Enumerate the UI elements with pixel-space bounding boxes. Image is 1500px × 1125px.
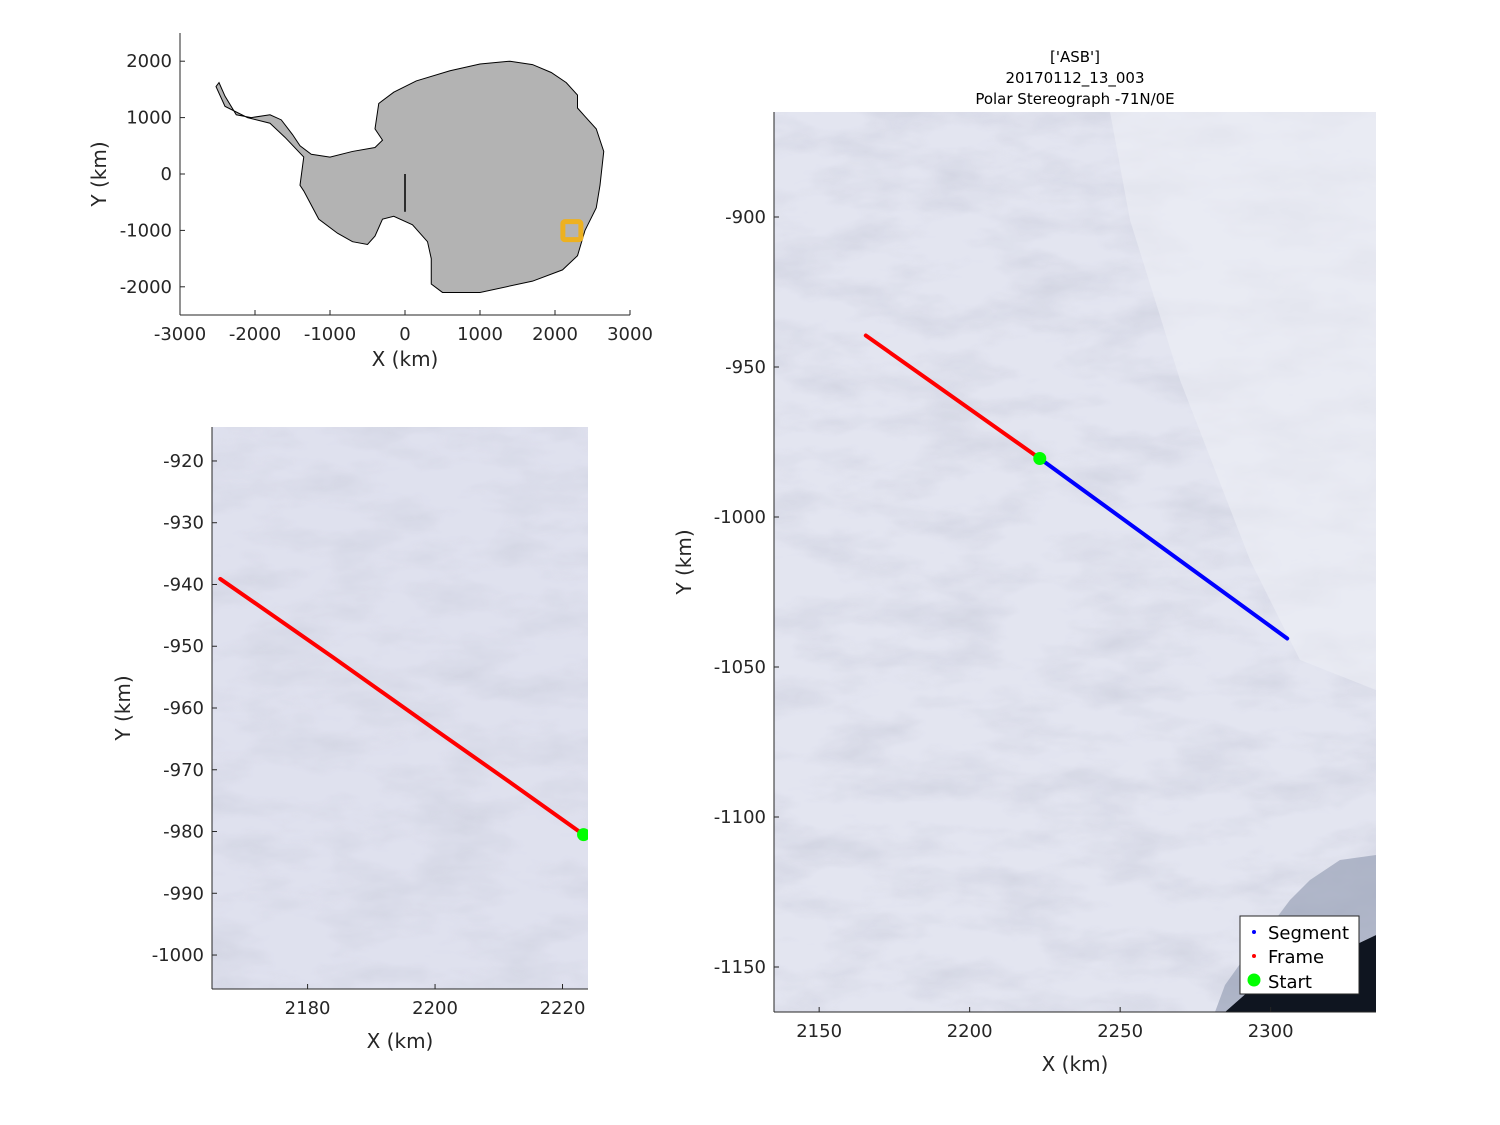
frame-zoom-ytick-label: -940 [163,574,204,595]
segment-map-ytick-label: -1150 [714,957,766,978]
frame-zoom-ytick-label: -960 [163,698,204,719]
frame-zoom-ytick-label: -980 [163,822,204,843]
antarctica-landmass [215,60,605,293]
segment-map-xtick-label: 2250 [1097,1021,1143,1042]
figure-title: ['ASB'] 20170112_13_003 Polar Stereograp… [975,48,1174,108]
overview-xtick-label: -1000 [304,324,356,345]
frame-zoom-ticks: 2180 2200 2220 -920 -930 -940 -950 -960 -970 -980… [152,451,586,1019]
legend-start-label: Start [1268,972,1312,993]
title-line-3: Polar Stereograph -71N/0E [975,90,1174,108]
segment-track-line [1037,456,1290,641]
frame-zoom-ytick-label: -990 [163,883,204,904]
overview-xtick-label: -3000 [154,324,206,345]
frame-zoom-xtick-label: 2180 [285,998,331,1019]
segment-map-ticks: 2150 2200 2250 2300 -900 -950 -1000 -1050 -1100 -… [714,207,1294,1042]
segment-map-xtick-label: 2200 [947,1021,993,1042]
title-line-1: ['ASB'] [1050,48,1100,66]
overview-xtick-label: 3000 [607,324,653,345]
overview-ytick-label: 2000 [126,51,172,72]
legend-frame-swatch [1252,954,1256,958]
title-line-2: 20170112_13_003 [1005,69,1144,88]
segment-map-axes: 2150 2200 2250 2300 -900 -950 -1000 -1050 -1100 -… [672,112,1376,1076]
segment-map-xtick-label: 2300 [1248,1021,1294,1042]
legend-segment-label: Segment [1268,923,1349,944]
overview-axes: -3000 -2000 -1000 0 1000 2000 3000 -2000 -1000 0 1… [87,33,653,371]
legend-frame-label: Frame [1268,947,1324,968]
frame-zoom-axes: 2180 2200 2220 -920 -930 -940 -950 -960 -970 -980… [111,427,588,1053]
legend-start-swatch [1247,973,1261,987]
overview-ytick-label: 1000 [126,108,172,129]
frame-zoom-ytick-label: -920 [163,451,204,472]
overview-xtick-label: 0 [399,324,410,345]
overview-ylabel: Y (km) [87,141,111,207]
frame-zoom-ytick-label: -950 [163,636,204,657]
segment-map-ytick-label: -1000 [714,507,766,528]
segment-map-xlabel: X (km) [1042,1052,1109,1076]
segment-map-ylabel: Y (km) [672,529,696,595]
segment-map-ytick-label: -950 [725,357,766,378]
overview-ticks: -3000 -2000 -1000 0 1000 2000 3000 -2000 -1000 0 1… [120,51,653,345]
overview-ytick-label: -1000 [120,220,172,241]
bright-ice-region [1110,112,1376,690]
overview-ytick-label: 0 [161,164,172,185]
segment-map-ytick-label: -1100 [714,807,766,828]
frame-zoom-ylabel: Y (km) [111,675,135,741]
overview-xlabel: X (km) [372,347,439,371]
frame-location-marker [560,219,584,243]
overview-xtick-label: -2000 [229,324,281,345]
overview-xtick-label: 1000 [457,324,503,345]
segment-map-ytick-label: -900 [725,207,766,228]
overview-ytick-label: -2000 [120,277,172,298]
segment-map-xtick-label: 2150 [796,1021,842,1042]
legend: Segment Frame Start [1239,915,1360,995]
start-marker [1033,452,1047,465]
legend-segment-swatch [1252,930,1256,934]
frame-zoom-ytick-label: -930 [163,513,204,534]
frame-zoom-ytick-label: -970 [163,760,204,781]
overview-xtick-label: 2000 [532,324,578,345]
frame-zoom-xtick-label: 2220 [540,998,586,1019]
segment-map-ytick-label: -1050 [714,657,766,678]
start-marker [577,828,588,842]
frame-track-line [863,333,1042,461]
frame-zoom-ytick-label: -1000 [152,945,204,966]
frame-zoom-xlabel: X (km) [367,1029,434,1053]
imagery-texture [212,427,588,989]
frame-zoom-xtick-label: 2200 [412,998,458,1019]
frame-track-line [218,576,586,837]
